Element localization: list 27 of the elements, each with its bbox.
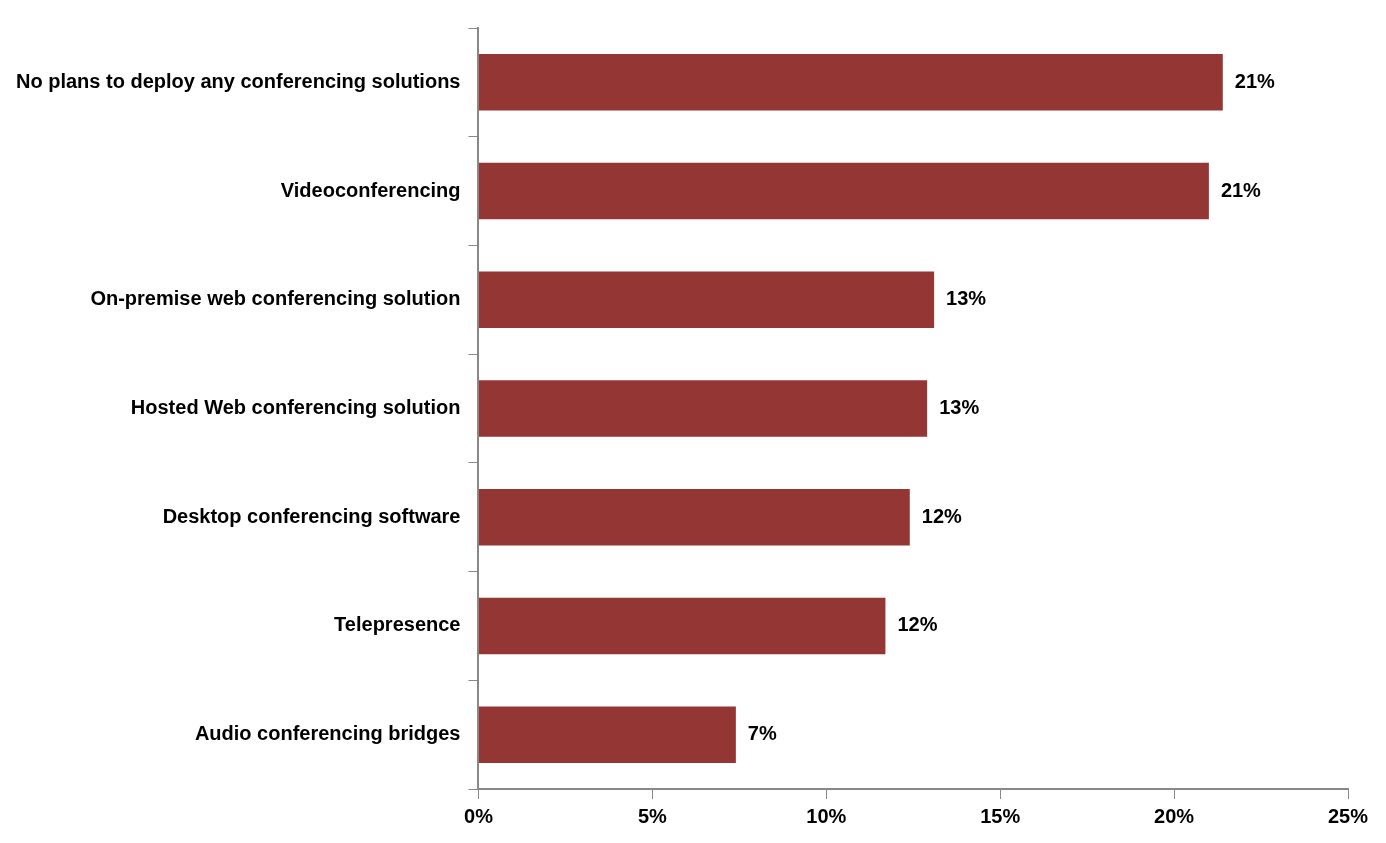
y-tick-label: Desktop conferencing software: [162, 504, 461, 527]
x-tick-label: 0%: [464, 804, 494, 827]
bar: [478, 271, 935, 329]
data-label: 13%: [946, 287, 987, 310]
bar: [478, 597, 886, 655]
y-tick-label: No plans to deploy any conferencing solutions: [15, 69, 461, 92]
bar: [478, 380, 928, 437]
bar: [478, 488, 910, 546]
x-tick-label: 10%: [806, 804, 847, 827]
data-label: 7%: [747, 722, 777, 745]
y-tick-label: Audio conferencing bridges: [194, 722, 461, 745]
bar: [478, 162, 1209, 220]
y-tick-label: Hosted Web conferencing solution: [130, 396, 461, 419]
bar: [478, 54, 1223, 111]
x-tick-label: 15%: [980, 804, 1021, 827]
y-tick-label: On-premise web conferencing solution: [90, 287, 461, 310]
data-label: 13%: [939, 396, 980, 419]
data-label: 12%: [897, 613, 938, 636]
bar: [478, 706, 736, 763]
x-tick-label: 20%: [1154, 804, 1195, 827]
y-tick-label: Telepresence: [334, 613, 461, 636]
data-label: 12%: [921, 504, 963, 527]
x-tick-label: 5%: [637, 804, 668, 827]
x-tick-label: 25%: [1327, 804, 1369, 827]
data-label: 21%: [1220, 178, 1262, 201]
y-tick-label: Videoconferencing: [280, 178, 461, 201]
data-label: 21%: [1234, 69, 1276, 92]
